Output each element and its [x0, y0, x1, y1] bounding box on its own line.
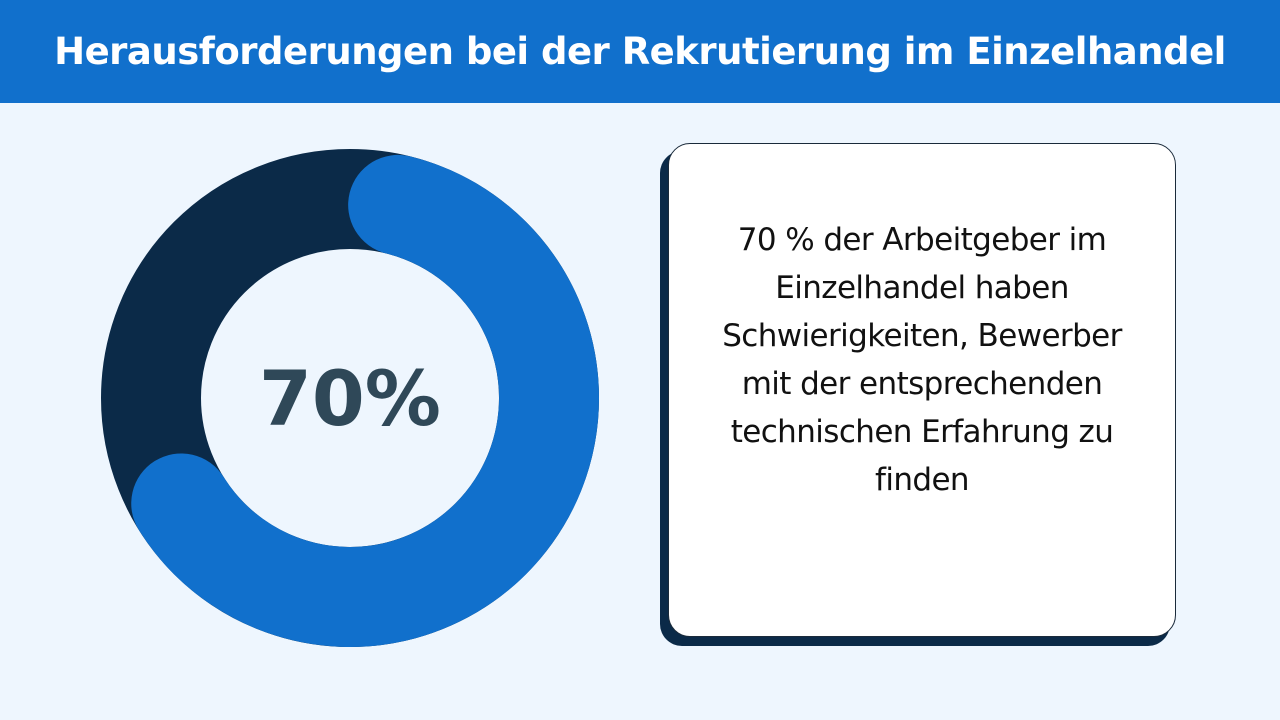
card-text-line: Einzelhandel haben [775, 270, 1069, 306]
card-text-line: mit der entsprechenden [741, 366, 1103, 402]
donut-slice-highlight [131, 154, 599, 647]
card-text-line: Schwierigkeiten, Bewerber [722, 318, 1122, 354]
card-text-line: technischen Erfahrung zu [730, 414, 1114, 450]
stat-card: 70 % der Arbeitgeber im Einzelhandel hab… [668, 143, 1176, 637]
page-title: Herausforderungen bei der Rekrutierung i… [54, 30, 1226, 73]
donut-center-label: 70% [259, 354, 441, 443]
header-bar: Herausforderungen bei der Rekrutierung i… [0, 0, 1280, 103]
card-text-line: finden [875, 462, 970, 498]
donut-chart: 70% [101, 149, 599, 647]
card-text-line: 70 % der Arbeitgeber im [737, 222, 1107, 258]
